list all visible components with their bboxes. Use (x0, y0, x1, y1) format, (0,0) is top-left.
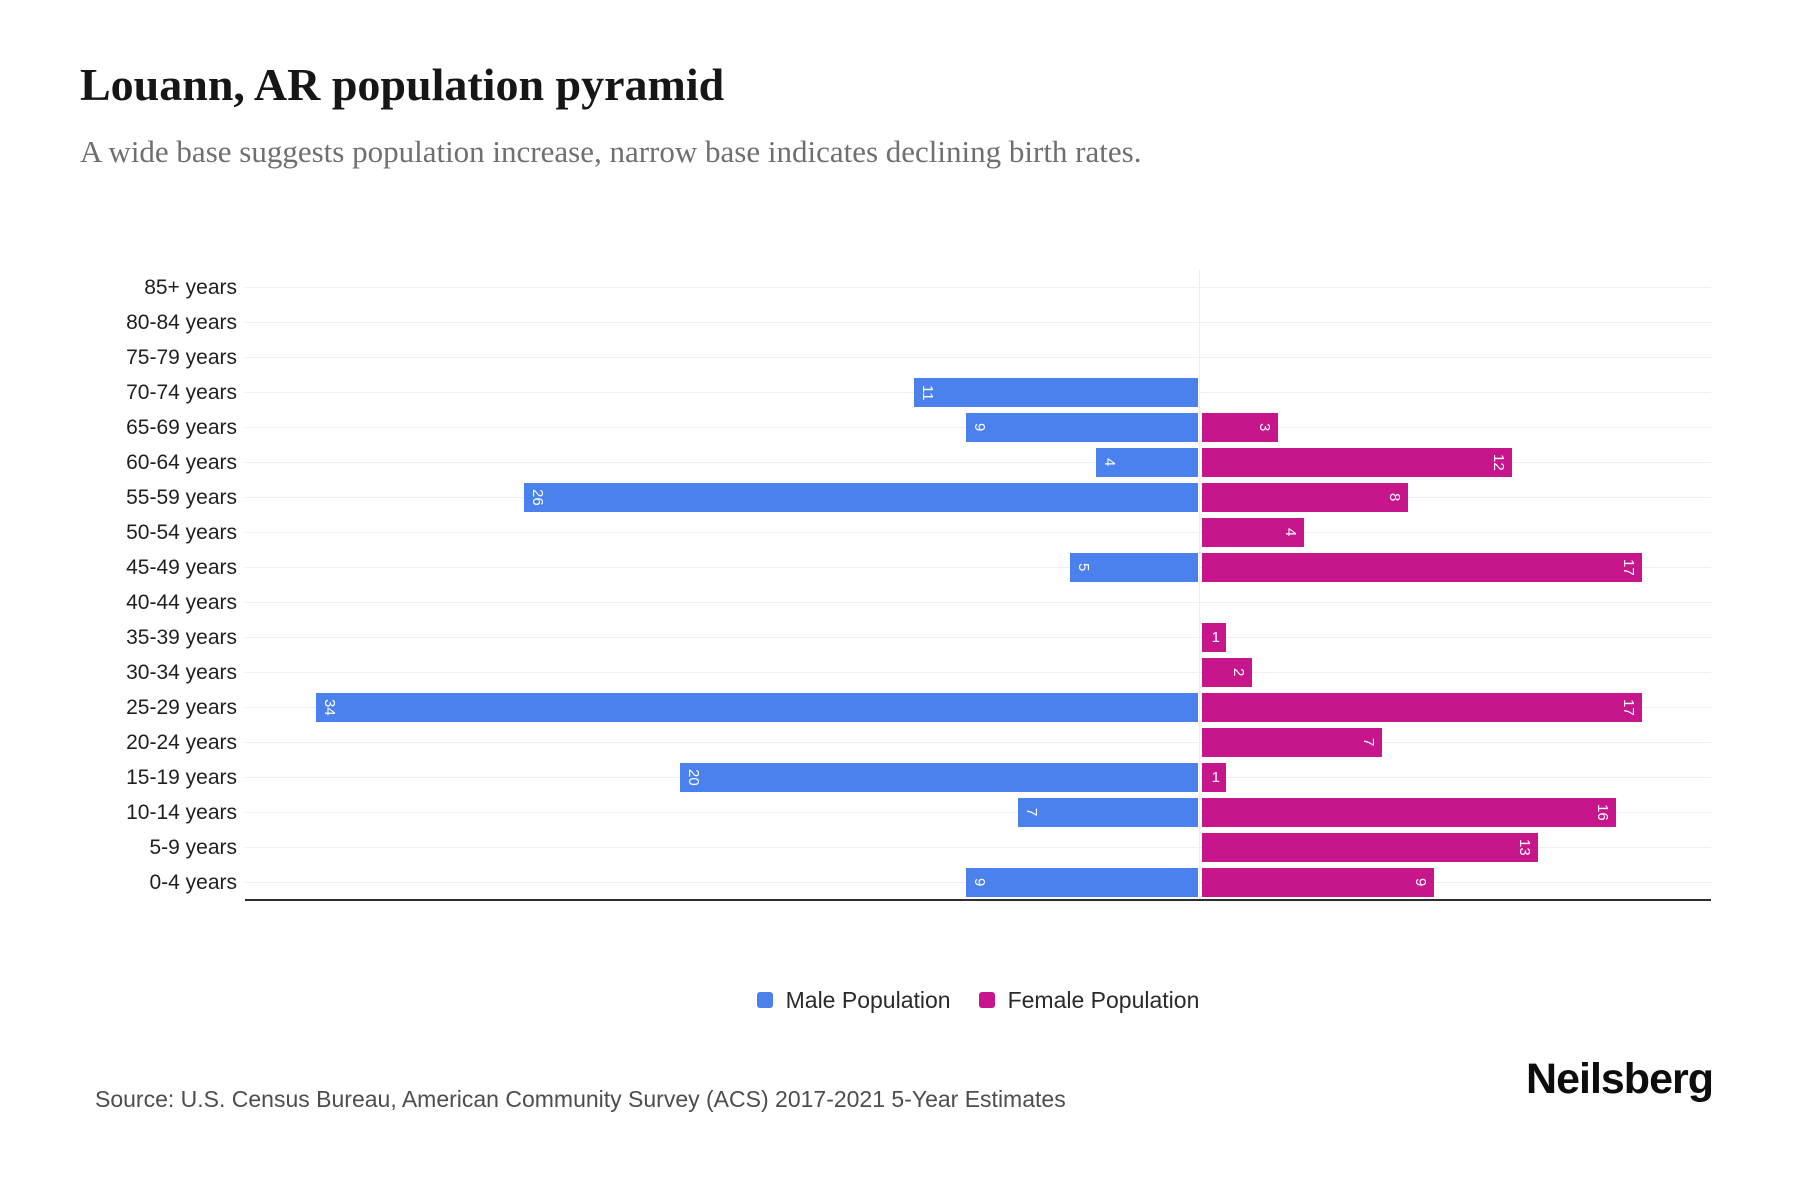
chart-title: Louann, AR population pyramid (80, 59, 725, 110)
bar-female-35-39-years[interactable]: 1 (1202, 623, 1226, 652)
source-note: Source: U.S. Census Bureau, American Com… (95, 1086, 1066, 1112)
x-axis-line (245, 899, 1711, 901)
y-axis-label-70-74-years: 70-74 years (126, 381, 237, 404)
legend-label-female: Female Population (1007, 986, 1200, 1013)
male-legend-swatch-icon (756, 992, 773, 1008)
bar-male-10-14-years[interactable]: 7 (1018, 798, 1198, 827)
bar-value-label: 16 (1594, 804, 1611, 821)
gridline (245, 567, 1711, 568)
legend-item-female[interactable]: Female Population (978, 986, 1200, 1014)
bar-value-label: 9 (971, 878, 988, 887)
bar-value-label: 8 (1386, 493, 1403, 502)
legend-label-male: Male Population (785, 986, 951, 1013)
bar-value-label: 34 (321, 699, 338, 716)
gridline (245, 847, 1711, 848)
y-axis-label-25-29-years: 25-29 years (126, 696, 237, 719)
bar-value-label: 20 (685, 769, 702, 786)
bar-value-label: 5 (1075, 563, 1092, 572)
bar-value-label: 17 (1620, 559, 1637, 576)
bar-value-label: 7 (1360, 738, 1377, 747)
y-axis-label-75-79-years: 75-79 years (126, 346, 237, 369)
bar-female-65-69-years[interactable]: 3 (1202, 413, 1278, 442)
y-axis-label-80-84-years: 80-84 years (126, 311, 237, 334)
gridline (245, 672, 1711, 673)
bar-female-10-14-years[interactable]: 16 (1202, 798, 1616, 827)
chart-legend: Male Population Female Population (245, 982, 1711, 1018)
bar-value-label: 9 (1412, 878, 1429, 887)
gridline (245, 637, 1711, 638)
bar-value-label: 4 (1101, 458, 1118, 467)
y-axis-label-0-4-years: 0-4 years (149, 871, 237, 894)
gridline (245, 602, 1711, 603)
y-axis-label-50-54-years: 50-54 years (126, 521, 237, 544)
bar-value-label: 2 (1230, 668, 1247, 677)
bar-male-45-49-years[interactable]: 5 (1070, 553, 1198, 582)
bar-female-45-49-years[interactable]: 17 (1202, 553, 1642, 582)
gridline (245, 287, 1711, 288)
y-axis-label-55-59-years: 55-59 years (126, 486, 237, 509)
bar-value-label: 1 (1211, 769, 1220, 786)
gridline (245, 742, 1711, 743)
y-axis-label-10-14-years: 10-14 years (126, 801, 237, 824)
bar-value-label: 4 (1282, 528, 1299, 537)
bar-female-20-24-years[interactable]: 7 (1202, 728, 1382, 757)
bar-value-label: 12 (1490, 454, 1507, 471)
bar-value-label: 7 (1023, 808, 1040, 817)
chart-subtitle: A wide base suggests population increase… (80, 134, 1142, 169)
bar-female-30-34-years[interactable]: 2 (1202, 658, 1252, 687)
y-axis-label-60-64-years: 60-64 years (126, 451, 237, 474)
bar-female-55-59-years[interactable]: 8 (1202, 483, 1408, 512)
bar-male-65-69-years[interactable]: 9 (966, 413, 1198, 442)
y-axis-label-65-69-years: 65-69 years (126, 416, 237, 439)
gridline (245, 462, 1711, 463)
bar-value-label: 17 (1620, 699, 1637, 716)
brand-logo: Neilsberg (1526, 1055, 1714, 1103)
bar-male-60-64-years[interactable]: 4 (1096, 448, 1198, 477)
y-axis-label-30-34-years: 30-34 years (126, 661, 237, 684)
bar-female-0-4-years[interactable]: 9 (1202, 868, 1434, 897)
gridline (245, 812, 1711, 813)
bar-male-55-59-years[interactable]: 26 (524, 483, 1198, 512)
bar-value-label: 26 (529, 489, 546, 506)
bar-value-label: 9 (971, 423, 988, 432)
y-axis-label-35-39-years: 35-39 years (126, 626, 237, 649)
bar-female-5-9-years[interactable]: 13 (1202, 833, 1538, 862)
y-axis-label-85-years: 85+ years (144, 276, 237, 299)
y-axis-label-20-24-years: 20-24 years (126, 731, 237, 754)
bar-female-25-29-years[interactable]: 17 (1202, 693, 1642, 722)
bar-male-15-19-years[interactable]: 20 (680, 763, 1198, 792)
bar-male-0-4-years[interactable]: 9 (966, 868, 1198, 897)
bar-male-70-74-years[interactable]: 11 (914, 378, 1198, 407)
female-legend-swatch-icon (978, 992, 995, 1008)
bar-female-60-64-years[interactable]: 12 (1202, 448, 1512, 477)
gridline (245, 322, 1711, 323)
y-axis-label-15-19-years: 15-19 years (126, 766, 237, 789)
bar-value-label: 11 (919, 384, 936, 401)
bar-value-label: 1 (1211, 629, 1220, 646)
bar-male-25-29-years[interactable]: 34 (316, 693, 1198, 722)
center-axis-line (1199, 270, 1200, 900)
bar-female-50-54-years[interactable]: 4 (1202, 518, 1304, 547)
bar-female-15-19-years[interactable]: 1 (1202, 763, 1226, 792)
gridline (245, 532, 1711, 533)
y-axis-label-40-44-years: 40-44 years (126, 591, 237, 614)
y-axis-label-45-49-years: 45-49 years (126, 556, 237, 579)
bar-value-label: 3 (1256, 423, 1273, 432)
y-axis-label-5-9-years: 5-9 years (149, 836, 237, 859)
bar-value-label: 13 (1516, 839, 1533, 856)
legend-item-male[interactable]: Male Population (756, 986, 951, 1014)
gridline (245, 357, 1711, 358)
